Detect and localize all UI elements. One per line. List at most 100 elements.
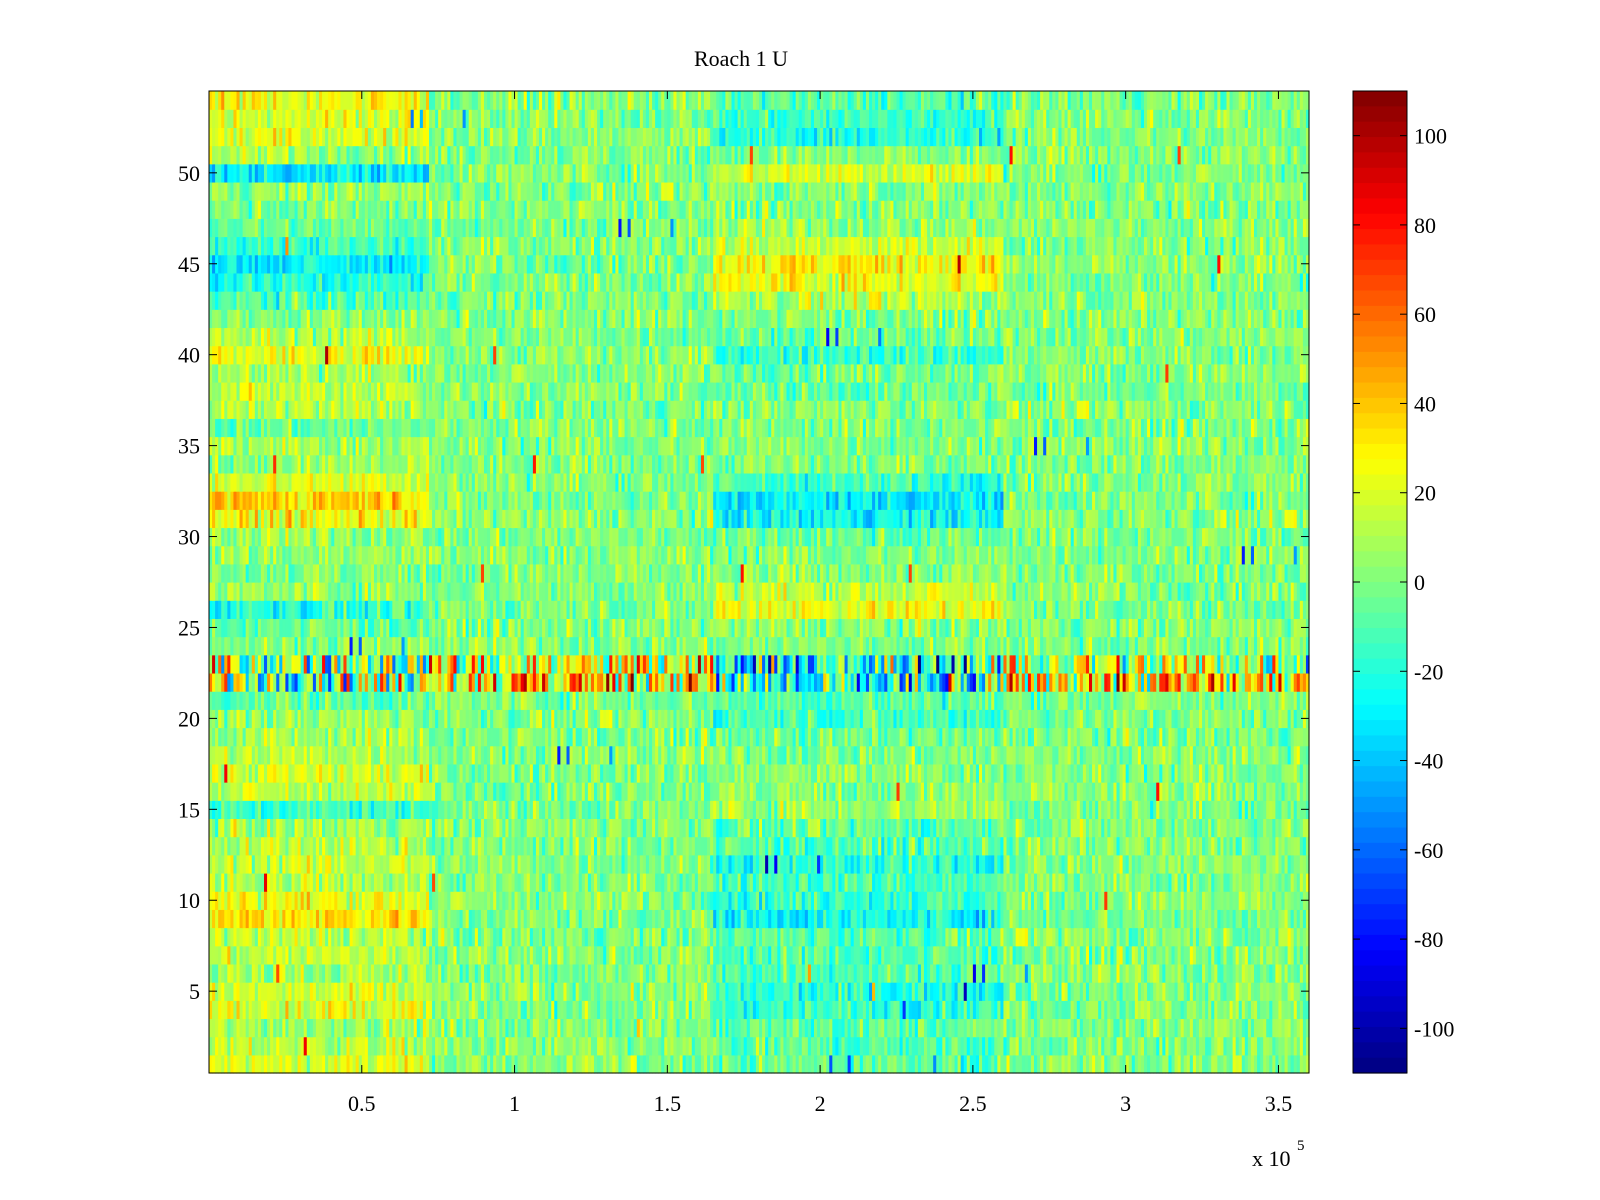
heatmap-cell [209,872,213,892]
heatmap-cell [267,1054,271,1074]
heatmap-cell [994,982,998,1001]
heatmap-cell [1159,909,1163,929]
heatmap-cell [1281,1054,1286,1074]
heatmap-cell [392,963,396,983]
heatmap-cell [1125,891,1130,910]
heatmap-cell [1186,927,1191,947]
heatmap-cell [377,854,381,874]
heatmap-cell [957,1036,962,1056]
heatmap-cell [410,927,415,947]
heatmap-cell [554,836,558,856]
heatmap-cell [1183,1036,1188,1056]
heatmap-cell [743,1018,748,1038]
heatmap-cell [410,818,415,838]
heatmap-cell [264,854,268,874]
heatmap-cell [691,836,696,856]
heatmap-cell [267,854,271,874]
heatmap-cell [731,1054,736,1074]
heatmap-cell [1082,891,1087,910]
heatmap-cell [520,982,525,1001]
heatmap-cell [1247,1036,1252,1056]
heatmap-cell [477,1036,482,1056]
heatmap-cell [875,854,879,874]
heatmap-cell [948,963,953,983]
heatmap-cell [670,1054,675,1074]
heatmap-cell [942,945,946,965]
heatmap-cell [587,836,592,856]
heatmap-cell [661,982,665,1001]
heatmap-cell [1055,1054,1060,1074]
heatmap-cell [1244,945,1249,965]
heatmap-cell [960,1000,965,1020]
heatmap-cell [740,818,745,838]
heatmap-cell [1006,1036,1011,1056]
heatmap-cell [380,854,384,874]
heatmap-cell [1095,818,1099,838]
heatmap-cell [844,927,849,947]
heatmap-cell [535,1018,540,1038]
heatmap-cell [679,963,684,983]
heatmap-cell [856,1054,861,1074]
heatmap-cell [1168,818,1173,838]
heatmap-cell [1043,854,1047,874]
heatmap-cell [1263,945,1267,965]
heatmap-cell [722,963,726,983]
heatmap-cell [710,1036,714,1056]
heatmap-cell [1192,982,1197,1001]
heatmap-cell [300,1054,305,1074]
heatmap-cell [294,1054,299,1074]
heatmap-cell [1189,1000,1194,1020]
heatmap-cell [920,1054,925,1074]
heatmap-cell [1202,927,1206,947]
heatmap-cell [239,1000,244,1020]
heatmap-cell [752,982,757,1001]
heatmap-cell [1214,1018,1218,1038]
heatmap-cell [490,1000,494,1020]
heatmap-cell [1293,854,1298,874]
heatmap-cell [230,854,235,874]
heatmap-cell [328,818,332,838]
heatmap-cell [294,927,299,947]
heatmap-cell [594,836,598,856]
heatmap-cell [829,945,833,965]
heatmap-cell [386,963,390,983]
heatmap-cell [755,982,760,1001]
heatmap-cell [755,1036,760,1056]
heatmap-cell [814,945,818,965]
heatmap-cell [804,1000,809,1020]
heatmap-cell [917,1036,922,1056]
heatmap-cell [331,945,335,965]
heatmap-cell [1275,1000,1280,1020]
heatmap-cell [1189,1036,1194,1056]
heatmap-cell [1037,982,1041,1001]
heatmap-cell [496,818,500,838]
heatmap-cell [398,945,403,965]
heatmap-cell [465,1018,470,1038]
heatmap-cell [771,909,775,929]
heatmap-cell [358,836,363,856]
heatmap-cell [212,1036,216,1056]
heatmap-cell [355,1054,360,1074]
heatmap-cell [554,891,558,910]
heatmap-cell [575,982,580,1001]
heatmap-cell [291,1018,296,1038]
heatmap-cell [453,836,458,856]
heatmap-cell [395,963,400,983]
heatmap-cell [636,945,641,965]
heatmap-cell [1089,818,1093,838]
heatmap-cell [1070,1054,1075,1074]
heatmap-cell [254,872,259,892]
heatmap-cell [835,872,840,892]
heatmap-cell [511,836,516,856]
heatmap-cell [798,1018,803,1038]
heatmap-cell [1269,927,1273,947]
heatmap-cell [594,872,598,892]
heatmap-cell [499,927,503,947]
heatmap-cell [1208,1054,1212,1074]
heatmap-cell [618,1000,623,1020]
heatmap-cell [664,1054,668,1074]
heatmap-cell [1168,836,1173,856]
heatmap-cell [1128,1036,1133,1056]
heatmap-cell [450,1054,455,1074]
heatmap-cell [1186,1036,1191,1056]
